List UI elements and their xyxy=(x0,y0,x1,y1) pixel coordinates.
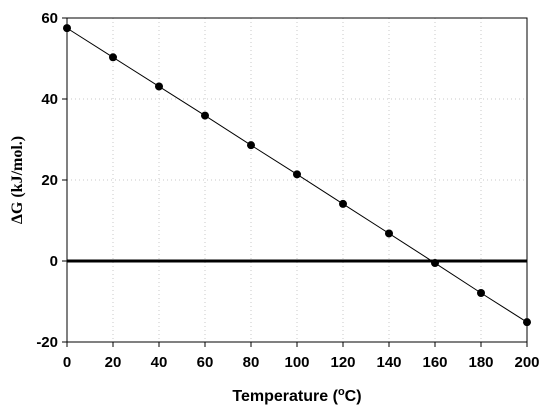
data-point-4 xyxy=(247,141,255,150)
x-tick-label-5: 100 xyxy=(284,354,309,371)
x-tick-label-9: 180 xyxy=(468,354,493,371)
data-points xyxy=(63,24,531,327)
x-tick-label-1: 20 xyxy=(105,354,122,371)
data-point-2 xyxy=(155,82,163,91)
x-tick-label-7: 140 xyxy=(376,354,401,371)
x-tick-label-8: 160 xyxy=(422,354,447,371)
data-point-6 xyxy=(339,199,347,208)
data-point-7 xyxy=(385,229,393,238)
data-point-1 xyxy=(109,53,117,62)
x-tick-label-2: 40 xyxy=(151,354,168,371)
data-point-9 xyxy=(477,288,485,297)
y-tick-label-3: 40 xyxy=(41,91,58,108)
y-tick-label-4: 60 xyxy=(41,10,58,27)
y-tick-label-1: 0 xyxy=(50,253,58,270)
grid xyxy=(67,18,527,342)
data-point-8 xyxy=(431,259,439,268)
x-tick-label-3: 60 xyxy=(197,354,214,371)
x-axis-ticks: 0 20 40 60 80 100 120 140 160 180 200 xyxy=(63,342,540,371)
x-tick-label-6: 120 xyxy=(330,354,355,371)
y-tick-label-0: -20 xyxy=(36,334,58,351)
y-axis-ticks: -20 0 20 40 60 xyxy=(36,10,67,351)
x-tick-label-0: 0 xyxy=(63,354,71,371)
data-point-5 xyxy=(293,170,301,179)
x-axis-label: Temperature (oC) xyxy=(232,386,361,405)
x-tick-label-4: 80 xyxy=(243,354,260,371)
x-tick-label-10: 200 xyxy=(514,354,539,371)
data-point-3 xyxy=(201,111,209,120)
y-axis-label: ΔG (kJ/mol.) xyxy=(9,136,26,224)
y-tick-label-2: 20 xyxy=(41,172,58,189)
